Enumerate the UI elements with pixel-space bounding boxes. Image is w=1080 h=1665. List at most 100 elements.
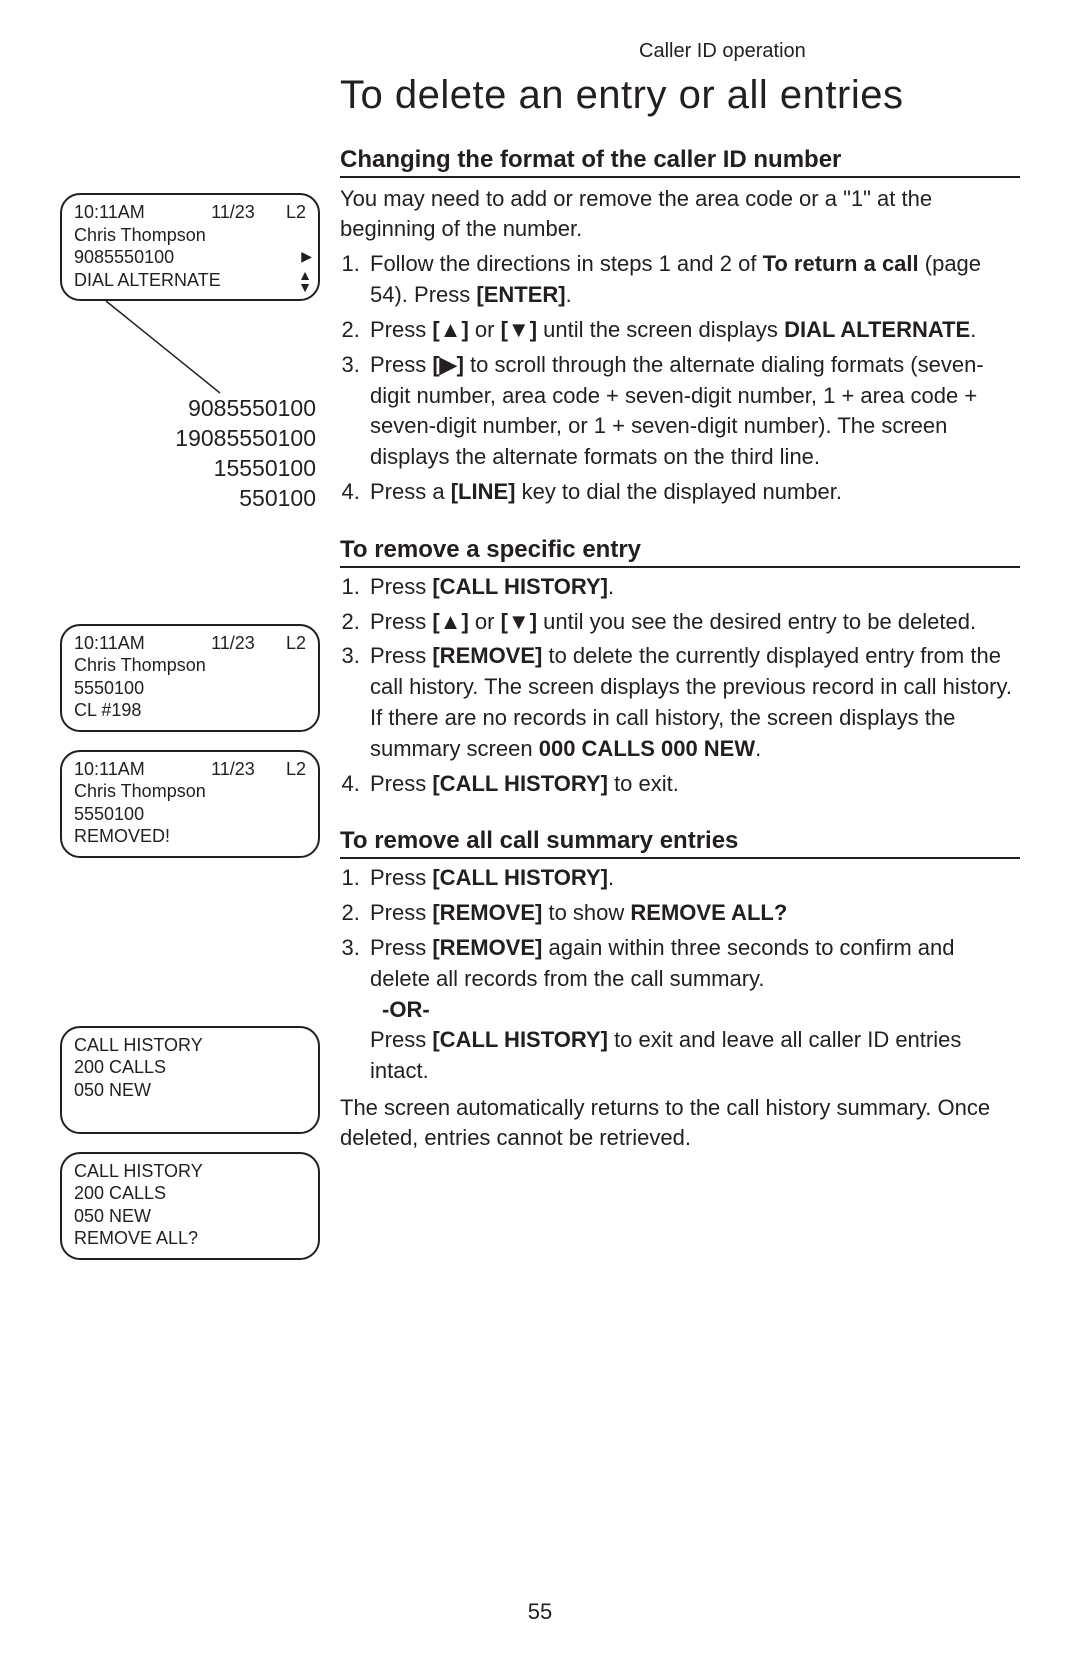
- t: to show: [542, 900, 630, 925]
- step: Press [▲] or [▼] until the screen displa…: [366, 315, 1020, 346]
- t: Press: [370, 352, 432, 377]
- t: Press: [370, 1027, 432, 1052]
- page-number: 55: [0, 1599, 1080, 1625]
- lcd-number: 5550100: [74, 677, 306, 700]
- section-heading: To remove all call summary entries: [340, 827, 1020, 859]
- steps-list: Press [CALL HISTORY]. Press [▲] or [▼] u…: [340, 572, 1020, 800]
- t: REMOVE ALL?: [630, 900, 787, 925]
- lcd-remove-all: CALL HISTORY 200 CALLS 050 NEW REMOVE AL…: [60, 1152, 320, 1260]
- lcd-command: DIAL ALTERNATE: [74, 269, 306, 292]
- t: to exit.: [608, 771, 679, 796]
- t: or: [469, 317, 501, 342]
- t: [▼]: [501, 317, 537, 342]
- lcd-line: L2: [286, 201, 306, 224]
- t: Press: [370, 900, 432, 925]
- step: Press a [LINE] key to dial the displayed…: [366, 477, 1020, 508]
- up-down-arrows-icon: ▲▼: [298, 269, 312, 293]
- lcd-line3: 050 NEW: [74, 1205, 306, 1228]
- t: Press: [370, 865, 432, 890]
- t: Press: [370, 317, 432, 342]
- t: [CALL HISTORY]: [432, 1027, 608, 1052]
- t: until the screen displays: [537, 317, 784, 342]
- t: .: [608, 574, 614, 599]
- lcd-line2: 200 CALLS: [74, 1182, 306, 1205]
- t: [▲]: [432, 317, 468, 342]
- lcd-name: Chris Thompson: [74, 780, 306, 803]
- section-heading: Changing the format of the caller ID num…: [340, 146, 1020, 178]
- page-header: Caller ID operation: [425, 40, 1020, 63]
- page-main: 10:11AM 11/23 L2 Chris Thompson 90855501…: [60, 73, 1020, 1278]
- page-title: To delete an entry or all entries: [340, 73, 1020, 118]
- intro-text: You may need to add or remove the area c…: [340, 184, 1020, 243]
- t: [CALL HISTORY]: [432, 771, 608, 796]
- step: Follow the directions in steps 1 and 2 o…: [366, 249, 1020, 311]
- steps-list: Follow the directions in steps 1 and 2 o…: [340, 249, 1020, 507]
- t: or: [469, 609, 501, 634]
- lcd-call-history-summary: CALL HISTORY 200 CALLS 050 NEW: [60, 1026, 320, 1134]
- t: DIAL ALTERNATE: [784, 317, 970, 342]
- section-heading: To remove a specific entry: [340, 536, 1020, 568]
- t: .: [970, 317, 976, 342]
- step: Press [▶] to scroll through the alternat…: [366, 350, 1020, 473]
- lcd-number: 5550100: [74, 803, 306, 826]
- t: Press: [370, 643, 432, 668]
- t: [▲]: [432, 609, 468, 634]
- right-arrow-icon: ▶: [301, 248, 312, 266]
- step: Press [REMOVE] to delete the currently d…: [366, 641, 1020, 764]
- lcd-line: L2: [286, 758, 306, 781]
- lcd-line2: 200 CALLS: [74, 1056, 306, 1079]
- content-column: To delete an entry or all entries Changi…: [340, 73, 1020, 1278]
- lcd-command: REMOVED!: [74, 825, 306, 848]
- lcd-line1: CALL HISTORY: [74, 1160, 306, 1183]
- step: Press [CALL HISTORY].: [366, 572, 1020, 603]
- t: [ENTER]: [476, 282, 565, 307]
- t: .: [566, 282, 572, 307]
- alt-num: 15550100: [60, 454, 316, 484]
- left-illustrations: 10:11AM 11/23 L2 Chris Thompson 90855501…: [60, 73, 340, 1278]
- alternate-number-list: 9085550100 19085550100 15550100 550100: [60, 394, 320, 514]
- t: To return a call: [763, 251, 919, 276]
- step: Press [CALL HISTORY].: [366, 863, 1020, 894]
- alt-num: 550100: [60, 484, 316, 514]
- step: Press [REMOVE] again within three second…: [366, 933, 1020, 1087]
- t: key to dial the displayed number.: [515, 479, 842, 504]
- step: Press [▲] or [▼] until you see the desir…: [366, 607, 1020, 638]
- lcd-dial-alternate: 10:11AM 11/23 L2 Chris Thompson 90855501…: [60, 193, 320, 301]
- t: Press: [370, 574, 432, 599]
- t: .: [755, 736, 761, 761]
- alt-num: 19085550100: [60, 424, 316, 454]
- t: [REMOVE]: [432, 935, 542, 960]
- lcd-removed: 10:11AM 11/23 L2 Chris Thompson 5550100 …: [60, 750, 320, 858]
- t: 000 CALLS 000 NEW: [539, 736, 755, 761]
- t: Follow the directions in steps 1 and 2 o…: [370, 251, 763, 276]
- lcd-line4: REMOVE ALL?: [74, 1227, 306, 1250]
- t: [CALL HISTORY]: [432, 574, 608, 599]
- t: [▼]: [501, 609, 537, 634]
- t: until you see the desired entry to be de…: [537, 609, 976, 634]
- t: [▶]: [432, 352, 464, 377]
- or-label: -OR-: [382, 997, 430, 1022]
- step: Press [CALL HISTORY] to exit.: [366, 769, 1020, 800]
- lcd-time: 10:11AM: [74, 201, 180, 224]
- lcd-line1: CALL HISTORY: [74, 1034, 306, 1057]
- t: [REMOVE]: [432, 643, 542, 668]
- lcd-line: L2: [286, 632, 306, 655]
- callout-line: [60, 301, 320, 401]
- lcd-name: Chris Thompson: [74, 224, 306, 247]
- lcd-time: 10:11AM: [74, 632, 180, 655]
- lcd-cl198: 10:11AM 11/23 L2 Chris Thompson 5550100 …: [60, 624, 320, 732]
- lcd-date: 11/23: [180, 632, 286, 655]
- steps-list: Press [CALL HISTORY]. Press [REMOVE] to …: [340, 863, 1020, 1087]
- step: Press [REMOVE] to show REMOVE ALL?: [366, 898, 1020, 929]
- t: .: [608, 865, 614, 890]
- lcd-line4: [74, 1101, 306, 1124]
- lcd-date: 11/23: [180, 758, 286, 781]
- outro-text: The screen automatically returns to the …: [340, 1093, 1020, 1152]
- t: [REMOVE]: [432, 900, 542, 925]
- t: Press: [370, 935, 432, 960]
- t: Press: [370, 609, 432, 634]
- lcd-name: Chris Thompson: [74, 654, 306, 677]
- lcd-time: 10:11AM: [74, 758, 180, 781]
- lcd-command: CL #198: [74, 699, 306, 722]
- lcd-number: 9085550100: [74, 246, 306, 269]
